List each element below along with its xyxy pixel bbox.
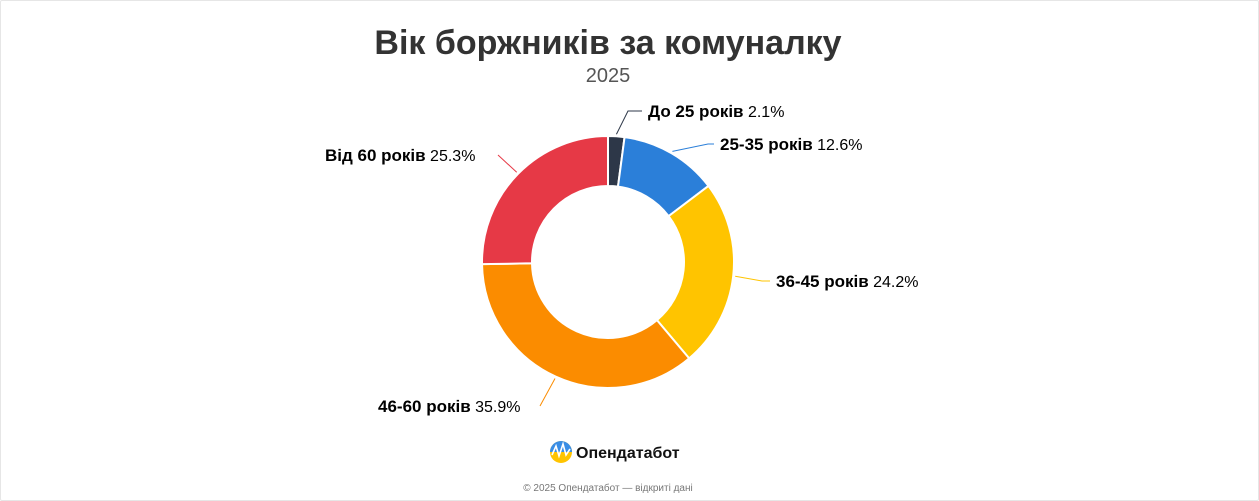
connector-4 <box>539 378 556 407</box>
donut-slices <box>481 135 735 389</box>
slice-label-1: До 25 років 2.1% <box>648 102 784 121</box>
chart-subtitle: 2025 <box>586 65 631 87</box>
connector-2 <box>672 143 714 152</box>
slice-4[interactable] <box>481 262 691 389</box>
brand-logo: Опендатабот <box>550 441 680 463</box>
brand-name: Опендатабот <box>576 445 680 462</box>
footer-text: © 2025 Опендатабот — відкриті дані <box>523 482 692 494</box>
slice-label-2: 25-35 років 12.6% <box>720 135 862 154</box>
slice-label-4: 46-60 років 35.9% <box>378 397 520 416</box>
slice-labels: До 25 років 2.1% 25-35 років 12.6% 36-45 р… <box>325 102 918 416</box>
opendatabot-logo-icon <box>550 441 572 463</box>
slice-3[interactable] <box>655 184 735 360</box>
connector-1 <box>615 110 642 135</box>
slice-label-3: 36-45 років 24.2% <box>776 272 918 291</box>
connector-5 <box>497 154 518 173</box>
slice-5[interactable] <box>481 135 609 266</box>
chart-title: Вік боржників за комуналку <box>374 24 841 62</box>
slice-label-5: Від 60 років 25.3% <box>325 146 475 165</box>
connector-3 <box>735 275 770 282</box>
